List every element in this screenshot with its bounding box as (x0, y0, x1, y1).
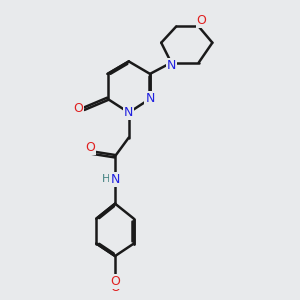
Text: O: O (110, 274, 120, 287)
Text: O: O (85, 140, 95, 154)
Text: N: N (110, 173, 120, 186)
Text: O: O (74, 102, 83, 115)
Text: N: N (167, 59, 176, 72)
Text: H: H (101, 174, 110, 184)
Text: N: N (124, 106, 134, 119)
Text: N: N (145, 92, 155, 105)
Text: O: O (197, 14, 207, 28)
Text: O: O (110, 281, 120, 294)
